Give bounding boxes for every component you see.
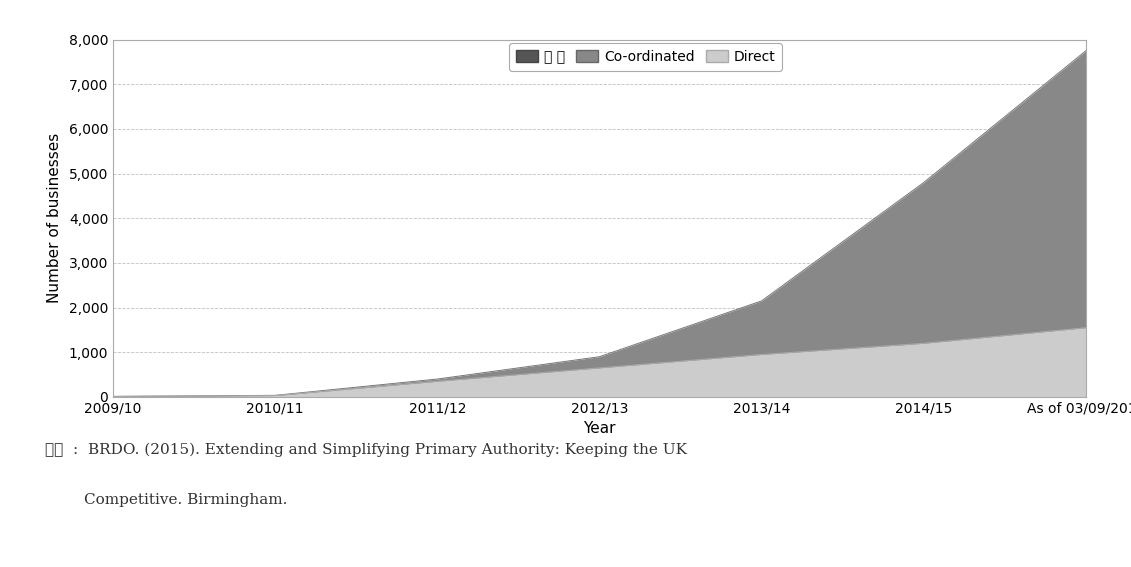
Legend: 범 레, Co-ordinated, Direct: 범 레, Co-ordinated, Direct	[509, 43, 782, 71]
Text: Competitive. Birmingham.: Competitive. Birmingham.	[45, 493, 287, 507]
X-axis label: Year: Year	[584, 421, 615, 437]
Y-axis label: Number of businesses: Number of businesses	[46, 133, 62, 303]
Text: 자료  :  BRDO. (2015). Extending and Simplifying Primary Authority: Keeping the UK: 자료 : BRDO. (2015). Extending and Simplif…	[45, 442, 688, 456]
